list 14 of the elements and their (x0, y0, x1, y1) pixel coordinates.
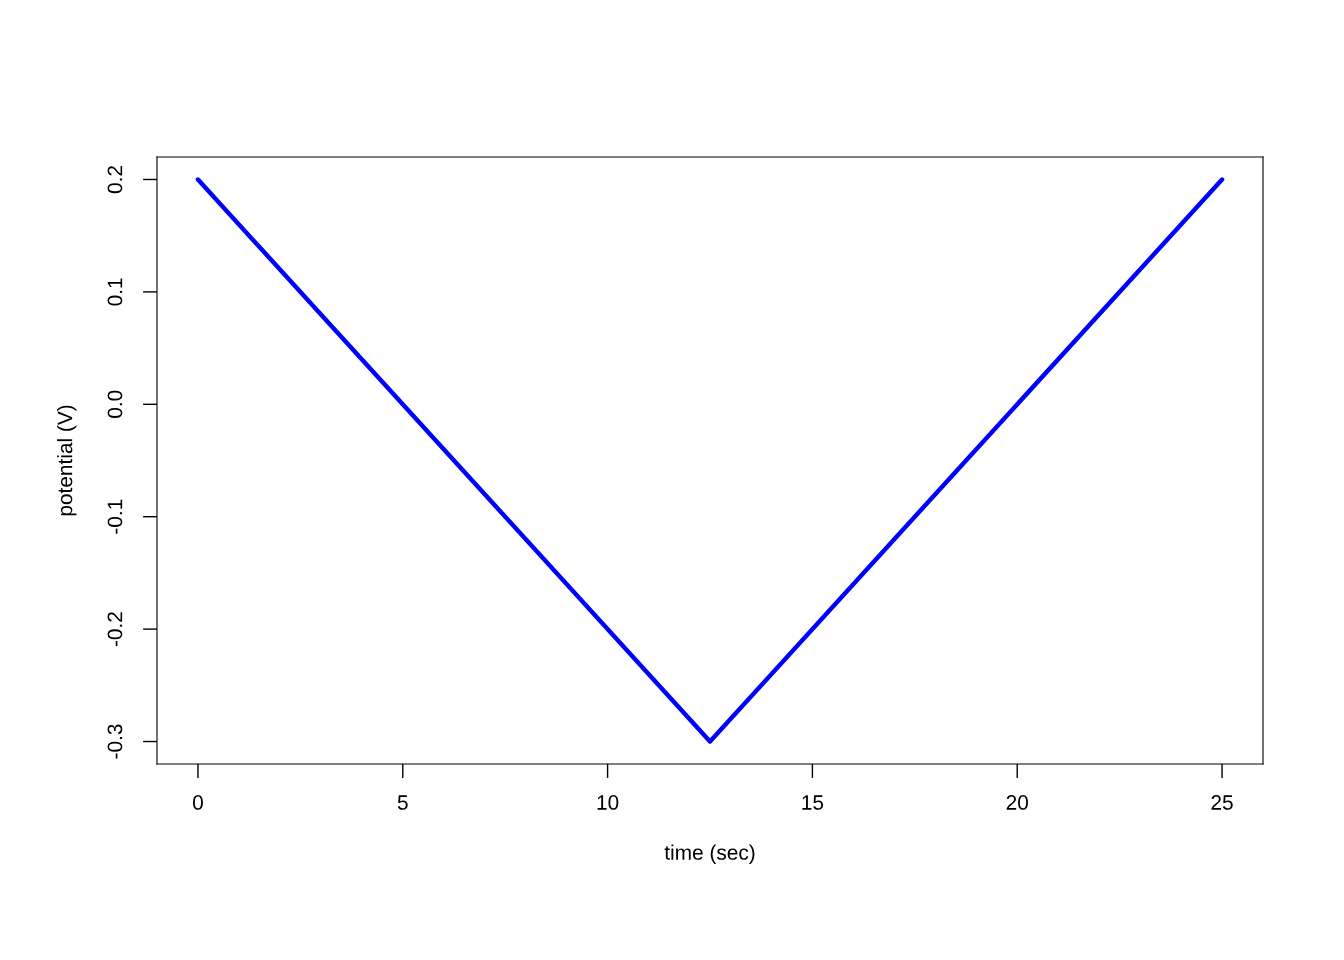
y-tick-label: 0.0 (107, 390, 123, 418)
x-tick-label: 0 (192, 795, 203, 810)
y-tick-label: 0.1 (107, 278, 123, 306)
x-tick-label: 10 (597, 795, 619, 810)
x-tick-label: 5 (397, 795, 408, 810)
y-axis-title: potential (V) (57, 405, 77, 516)
x-tick-label: 15 (802, 795, 824, 810)
x-axis-title: time (sec) (664, 844, 755, 864)
y-tick-label: -0.2 (107, 612, 123, 647)
y-tick-label: -0.3 (107, 724, 123, 759)
x-tick-label: 25 (1211, 795, 1233, 810)
y-tick-label: 0.2 (107, 166, 123, 194)
y-tick-label: -0.1 (107, 499, 123, 534)
x-tick-label: 20 (1006, 795, 1028, 810)
